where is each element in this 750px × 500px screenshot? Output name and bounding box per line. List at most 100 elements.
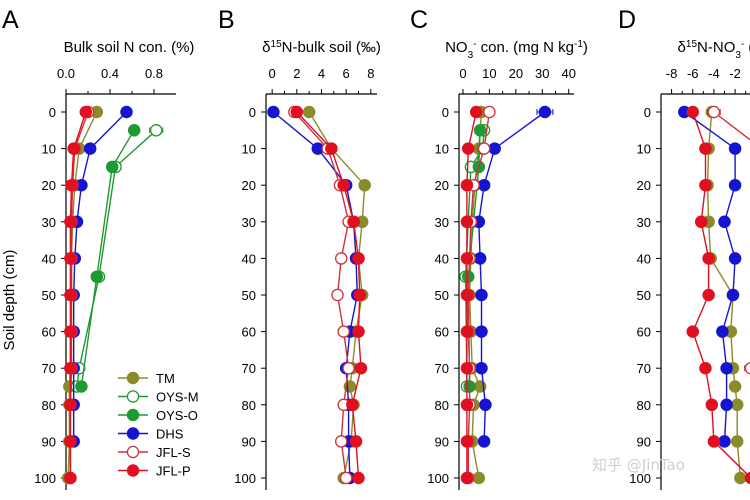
panel-c-data-point [538, 105, 552, 119]
panel-d-y-tick-label: 30 [637, 215, 651, 230]
panel-c-x-tick-label: 20 [509, 66, 523, 81]
panel-c-data-point [472, 471, 486, 485]
panel-a-x-tick-label: 0.4 [101, 66, 119, 81]
panel-a-series-line [72, 111, 127, 442]
panel-a-y-tick-label: 20 [42, 178, 56, 193]
panel-b-series-jfl-p [290, 105, 368, 485]
panel-d-data-point [686, 105, 700, 119]
panel-c-data-point [483, 105, 496, 119]
panel-c-data-point [473, 252, 487, 265]
panel-c-x-tick-label: 40 [561, 66, 575, 81]
legend-label: OYS-M [156, 390, 199, 405]
panel-b-series-dhs [267, 105, 364, 485]
panel-d-series-jfl-p [686, 105, 750, 485]
panel-b-data-point [302, 105, 316, 119]
panel-b-data-point [342, 361, 355, 375]
panel-c-x-tick-label: 0 [459, 66, 466, 81]
panel-a-y-tick-label: 50 [42, 288, 56, 303]
legend-entry-dhs: DHS [118, 427, 184, 442]
panel-c-data-point [460, 288, 474, 302]
panel-d-x-tick-label: -4 [708, 66, 720, 81]
panel-d-data-point [716, 325, 729, 338]
legend-marker [126, 445, 140, 459]
panel-d-y-tick-label: 20 [637, 178, 651, 193]
panel-b-x-tick-label: 6 [343, 66, 350, 81]
legend-label: OYS-O [156, 408, 198, 423]
panel-b-data-point [334, 435, 348, 448]
panel-c-y-tick-label: 30 [435, 215, 449, 230]
panel-d-x-tick-label: -8 [666, 66, 678, 81]
panel-d-data-point [699, 142, 712, 155]
panel-c-data-point [460, 178, 474, 192]
panel-c-data-point [475, 361, 488, 375]
panel-c-data-point [473, 124, 487, 137]
panel-b-data-point [358, 178, 371, 192]
panel-d-data-point [728, 178, 742, 192]
panel-b-y-tick-label: 90 [242, 434, 256, 449]
panel-d-y-tick-label: 80 [637, 398, 651, 413]
panel-b-letter: B [218, 6, 235, 34]
panel-b-data-point [346, 398, 359, 412]
panel-b-x-tick-label: 0 [269, 66, 276, 81]
panel-b-y-tick-label: 30 [242, 215, 256, 230]
panel-a-data-point [67, 142, 80, 155]
panel-d-data-point [705, 398, 719, 412]
panel-c-y-tick-label: 40 [435, 251, 449, 266]
panel-d-data-point [744, 362, 750, 375]
watermark: 知乎 @JinTao [592, 456, 685, 474]
panel-a-y-tick-label: 40 [42, 251, 56, 266]
panel-c-x-tick-label: 30 [535, 66, 549, 81]
panel-b-y-tick-label: 100 [234, 471, 256, 486]
panel-c-data-point [460, 471, 474, 485]
panel-b-data-point [352, 471, 365, 485]
panel-b-data-point [337, 178, 350, 192]
panel-a-data-point [64, 471, 77, 485]
panel-d-data-point [694, 215, 708, 229]
legend-marker [126, 408, 140, 422]
panel-b-y-tick-label: 20 [242, 178, 256, 193]
panel-b-data-point [325, 142, 338, 155]
panel-d-x-tick-label: -6 [687, 66, 699, 81]
legend-entry-oys-o: OYS-O [118, 408, 198, 423]
panel-c-title: NO3- con. (mg N kg-1) [445, 39, 588, 61]
panel-d-data-point [702, 288, 715, 302]
panel-a: A Bulk soil N con. (%) 0.0 0.4 0.8 0 10 20 30 40 5… [2, 6, 194, 490]
panel-d-data-point [726, 288, 740, 302]
panel-a-series-oys-o [75, 124, 141, 393]
panel-a-series-jfl-p [64, 105, 93, 485]
panel-c-data-point [462, 142, 475, 155]
panel-d-data-point [686, 325, 700, 338]
panel-c-series-dhs [472, 105, 554, 448]
panel-c-y-tick-label: 10 [435, 142, 449, 157]
panel-b-data-point [337, 325, 350, 338]
panel-b-series-line [272, 111, 359, 479]
panel-d-y-tick-label: 10 [637, 142, 651, 157]
panel-a-data-point [64, 435, 77, 448]
panel-d-series-line [692, 111, 750, 478]
panel-a-letter: A [2, 6, 19, 34]
panel-a-y-tick-label: 0 [49, 105, 56, 120]
panel-b-data-point [352, 252, 365, 265]
legend-entry-jfl-p: JFL-P [118, 464, 191, 479]
panel-c-data-point [460, 325, 474, 338]
panel-c-data-point [479, 398, 492, 412]
panel-a-series-line [80, 129, 135, 387]
panel-c-x-tick-label: 10 [482, 66, 496, 81]
panel-a-y-tick-label: 70 [42, 361, 56, 376]
panel-c-data-point [469, 105, 483, 119]
panel-d-data-point [744, 471, 750, 485]
panel-b-y-tick-label: 50 [242, 288, 256, 303]
panel-a-data-point [64, 398, 77, 412]
panel-a-y-tick-label: 10 [42, 142, 56, 157]
panel-c-data-point [460, 398, 474, 412]
legend-marker [126, 427, 140, 440]
panel-b-y-tick-label: 40 [242, 251, 256, 266]
panel-c-data-point [477, 142, 491, 155]
panel-c-data-point [460, 215, 474, 229]
panel-b-data-point [290, 105, 304, 119]
panel-c-data-point [475, 288, 488, 302]
panel-a-data-point [120, 105, 133, 119]
panel-a-data-point [64, 215, 77, 229]
panel-c-y-tick-label: 0 [442, 105, 449, 120]
